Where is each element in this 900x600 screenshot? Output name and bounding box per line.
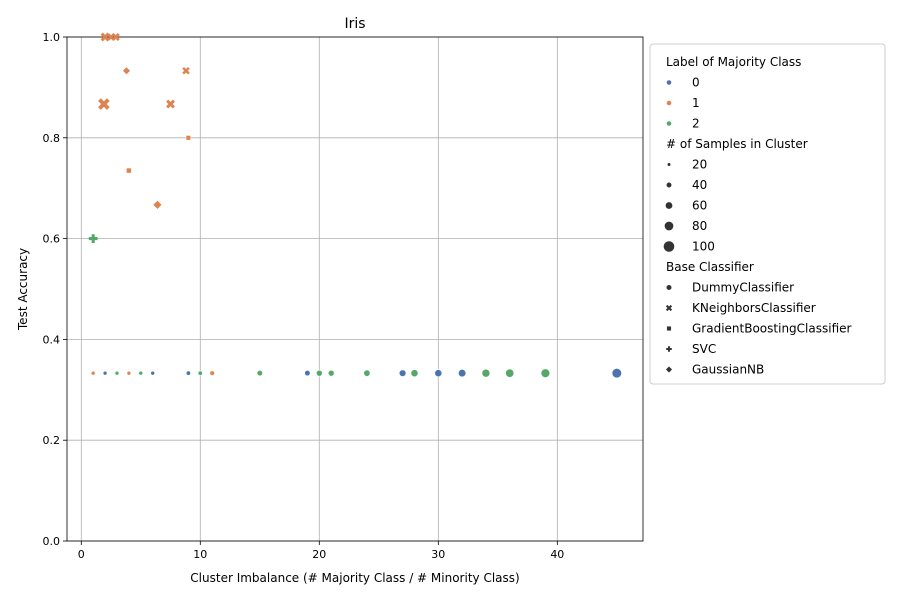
legend-box (649, 43, 886, 385)
x-axis-label: Cluster Imbalance (# Majority Class / # … (190, 571, 519, 585)
data-point (102, 370, 108, 376)
data-point (122, 66, 131, 76)
legend-entry-label: 100 (692, 240, 715, 254)
chart-title: Iris (344, 16, 365, 32)
data-point (363, 369, 371, 377)
data-point (197, 370, 203, 376)
axis-ticks: 0 10 20 30 40 0.0 0.2 0.4 0.6 0.8 1.0 (43, 31, 565, 561)
data-point (98, 98, 110, 110)
data-point (398, 369, 407, 377)
legend-entry-label: 40 (692, 178, 707, 192)
x-tick-label: 20 (312, 548, 326, 561)
legend-size-swatch (665, 181, 673, 189)
data-point (256, 370, 263, 377)
y-axis-label: Test Accuracy (16, 248, 30, 331)
x-tick-label: 0 (78, 548, 85, 561)
legend-entry-label: 80 (692, 219, 707, 233)
plot-frame (66, 36, 644, 542)
legend-section-title: Base Classifier (666, 260, 754, 274)
data-point (126, 370, 132, 376)
data-point (434, 369, 443, 378)
data-point (182, 66, 190, 75)
legend-entry-label: 0 (692, 76, 700, 90)
legend-marker-swatch (666, 325, 672, 332)
x-tick-label: 10 (193, 548, 207, 561)
data-point (185, 370, 191, 376)
data-point (505, 368, 515, 378)
data-point (481, 368, 491, 378)
data-point (90, 370, 96, 376)
x-tick-label: 40 (550, 548, 564, 561)
data-point (150, 370, 155, 376)
y-tick-label: 0.4 (43, 333, 61, 346)
legend-entry-label: KNeighborsClassifier (692, 301, 816, 315)
legend-color-swatch (666, 120, 672, 127)
data-point (410, 369, 419, 378)
legend-entry-label: SVC (692, 342, 716, 356)
data-point (315, 369, 323, 377)
data-point (114, 370, 120, 376)
data-point (540, 368, 551, 378)
data-point (88, 234, 98, 243)
y-tick-label: 0.6 (43, 233, 61, 246)
legend-entry-label: 20 (692, 158, 707, 172)
legend-entry-label: GaussianNB (692, 363, 764, 377)
legend-marker-swatch (666, 346, 672, 352)
legend-section-title: Label of Majority Class (666, 55, 801, 69)
y-tick-label: 0.8 (43, 132, 61, 145)
data-point (138, 370, 144, 376)
legend-size-swatch (664, 221, 674, 231)
legend-size-swatch (663, 240, 675, 253)
legend-marker-swatch (665, 365, 673, 374)
legend-entry-label: GradientBoostingClassifier (692, 322, 852, 336)
legend-size-swatch (664, 201, 673, 210)
data-point (327, 369, 335, 377)
data-point (185, 135, 192, 141)
legend-entry-label: 2 (692, 117, 700, 131)
y-tick-label: 0.2 (43, 434, 61, 447)
legend-marker-swatch (665, 284, 673, 291)
data-point (100, 32, 110, 42)
data-point (209, 370, 215, 376)
data-point (126, 167, 132, 174)
legend-marker-swatch (665, 304, 673, 312)
data-points (88, 32, 622, 379)
y-tick-label: 0.0 (43, 535, 61, 548)
x-tick-label: 30 (431, 548, 445, 561)
legend-entry-label: 60 (692, 199, 707, 213)
legend-color-swatch (666, 100, 672, 106)
legend-section-title: # of Samples in Cluster (666, 137, 808, 151)
data-point (611, 368, 622, 379)
legend-color-swatch (666, 79, 672, 86)
legend-entry-label: DummyClassifier (692, 281, 794, 295)
data-point (152, 199, 163, 210)
data-point (304, 370, 311, 377)
legend-entry-label: 1 (692, 96, 700, 110)
y-tick-label: 1.0 (43, 31, 61, 44)
gridlines (67, 36, 643, 542)
data-point (458, 369, 467, 378)
legend-size-swatch (666, 162, 672, 167)
legend: Label of Majority Class 0 1 2 # of Samples i… (649, 43, 886, 385)
data-point (166, 99, 175, 109)
data-point (111, 32, 120, 42)
